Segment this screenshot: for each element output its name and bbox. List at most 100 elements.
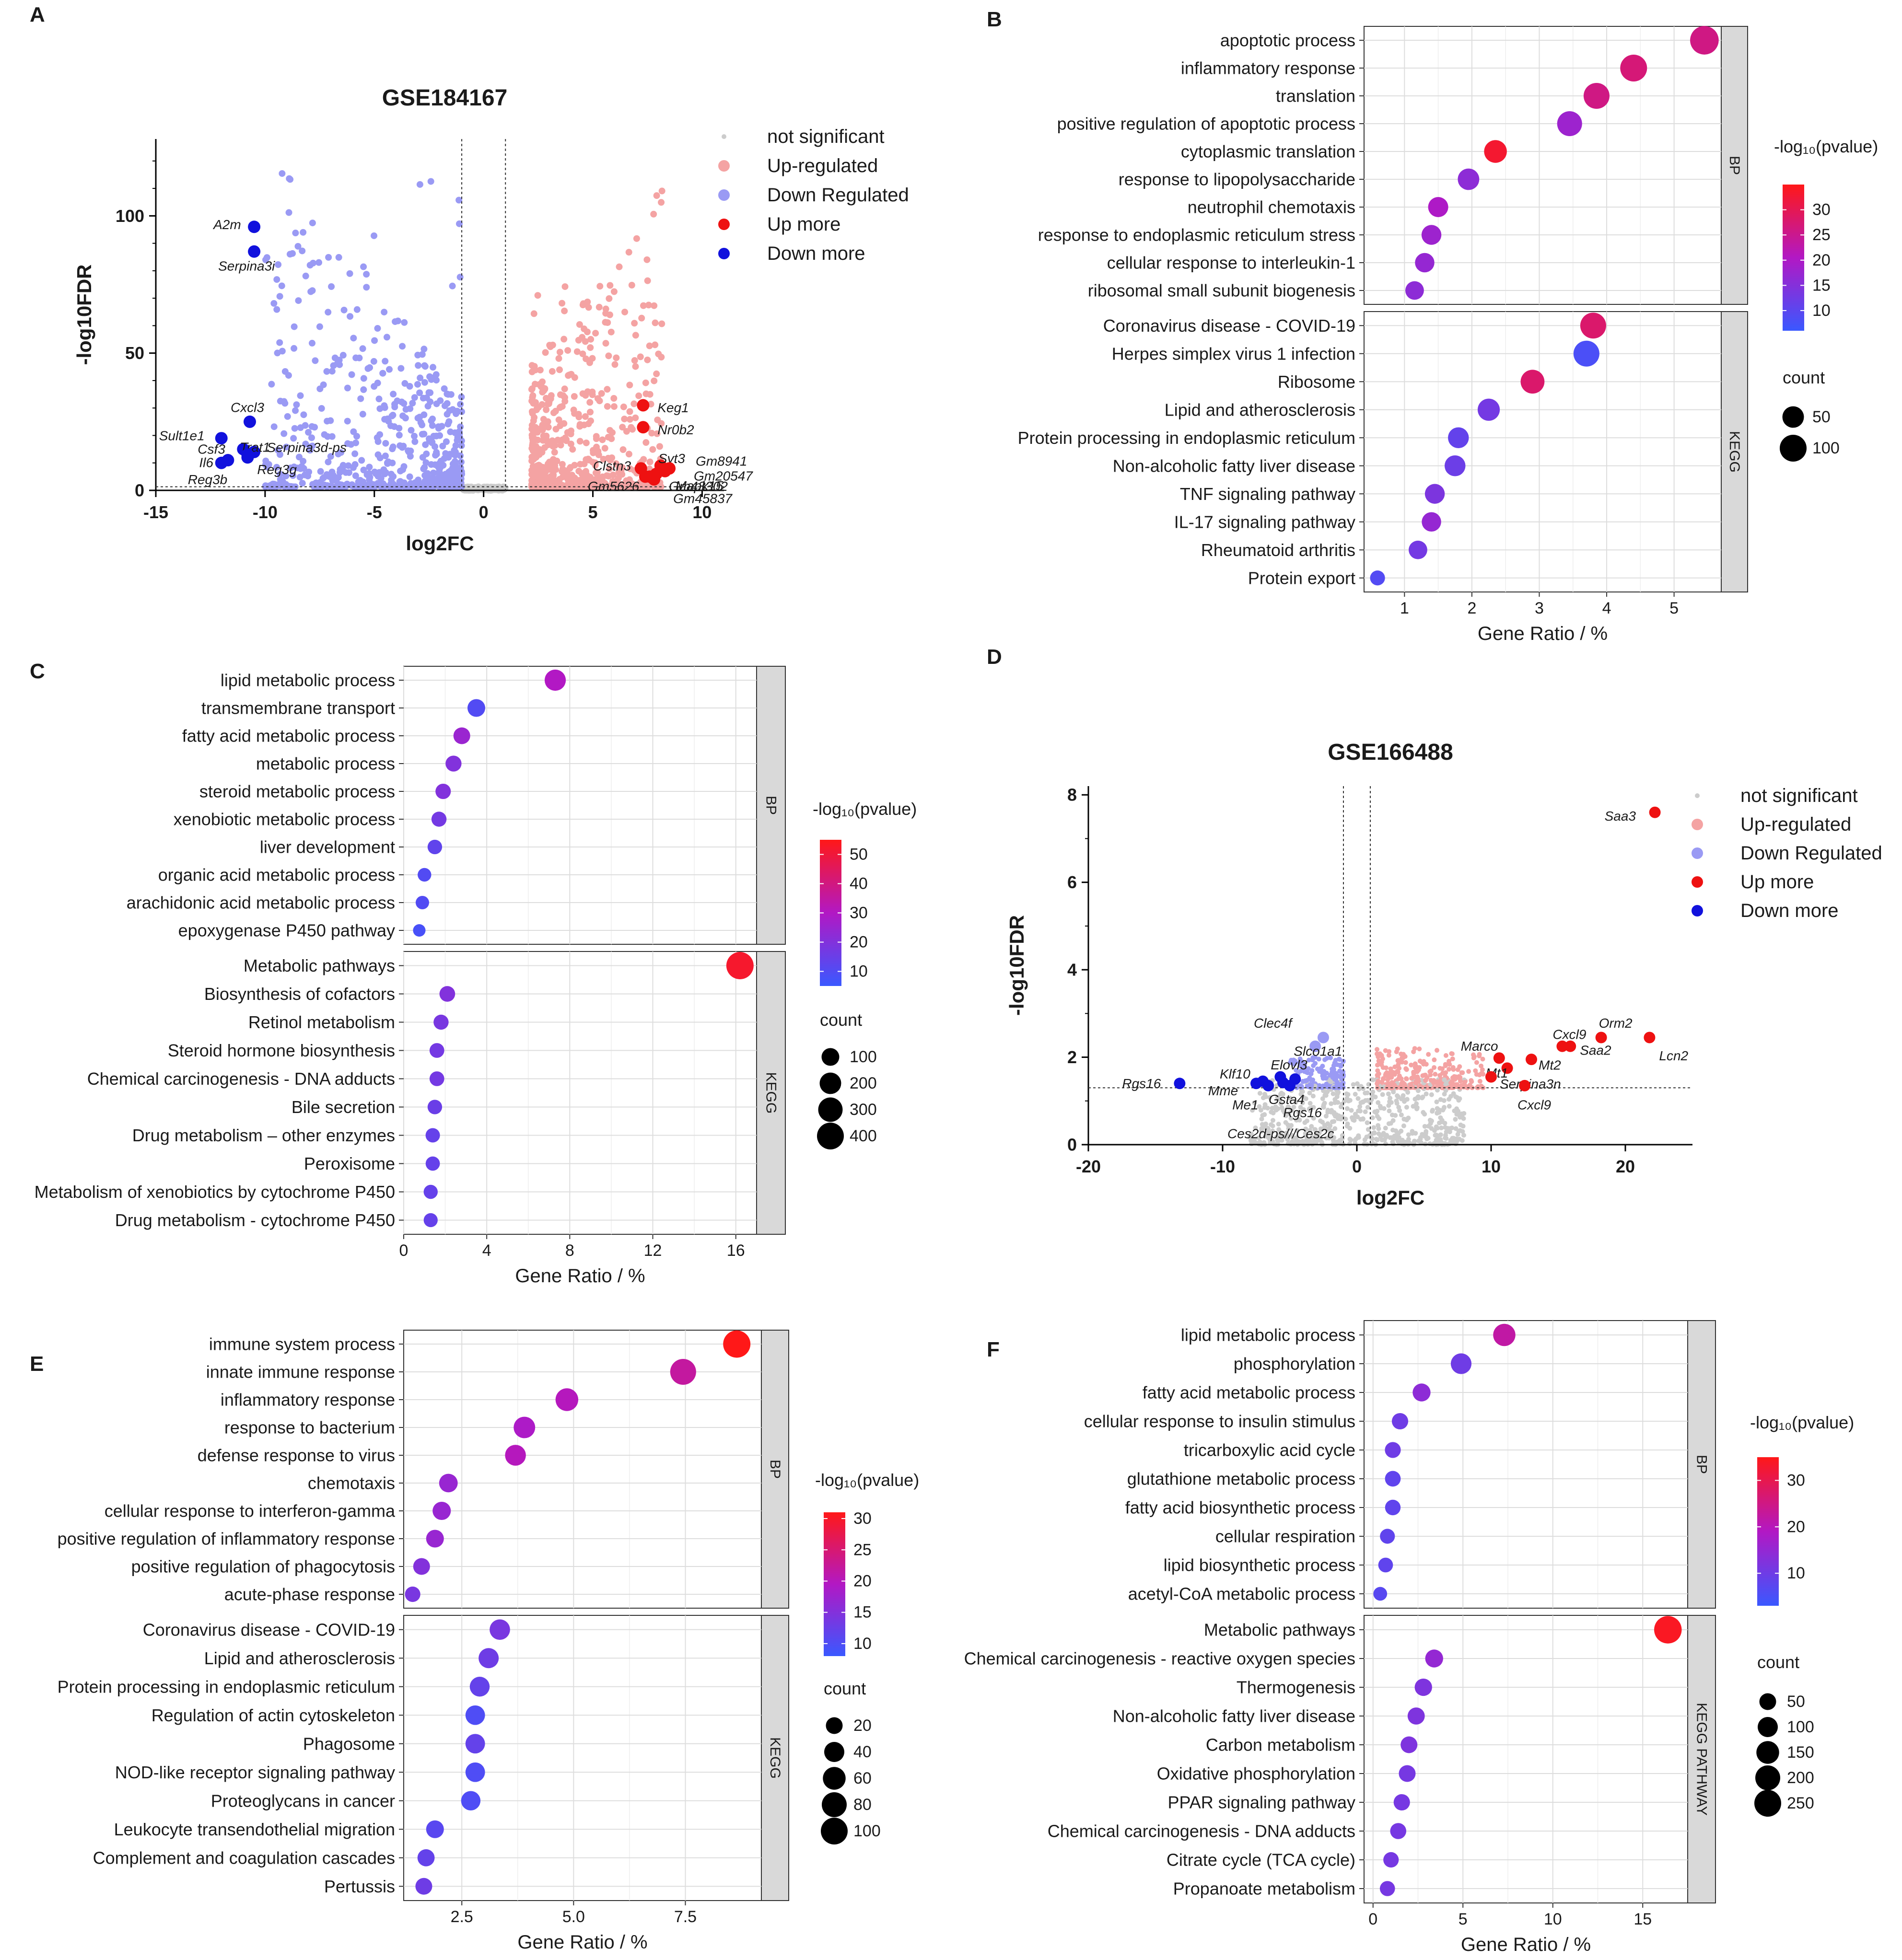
term-label: Non-alcoholic fatty liver disease — [1113, 456, 1355, 476]
data-dot — [461, 1791, 481, 1810]
volcano-point-up — [548, 368, 556, 375]
volcano-point-down — [342, 483, 350, 490]
term-label: Thermogenesis — [1237, 1678, 1355, 1697]
volcano-point-ns — [1288, 1116, 1294, 1121]
term-label: lipid metabolic process — [221, 671, 395, 690]
volcano-point-ns — [1375, 1137, 1380, 1143]
colorbar-title: -log₁₀(pvalue) — [813, 799, 917, 819]
volcano-point-ns — [1270, 1139, 1275, 1144]
volcano-point-ns — [1404, 1104, 1409, 1110]
volcano-point-up — [638, 314, 645, 322]
colorbar-tick-label: 25 — [853, 1541, 872, 1559]
volcano-point-up — [616, 263, 623, 270]
volcano-point-ns — [1344, 1106, 1350, 1111]
volcano-point-ns — [1439, 1119, 1444, 1125]
volcano-point-down — [302, 422, 309, 429]
volcano-point-ns — [1343, 1116, 1348, 1122]
volcano-point-ns — [1387, 1108, 1392, 1113]
volcano-point-down — [433, 432, 440, 440]
volcano-point-ns — [1332, 1126, 1338, 1131]
volcano-point-ns — [1259, 1126, 1264, 1131]
y-tick-label: 2 — [1067, 1047, 1077, 1067]
volcano-point-down — [421, 379, 428, 386]
volcano-point-ns — [1324, 1136, 1329, 1141]
facet-strip-label: KEGG — [767, 1737, 783, 1779]
x-tick-label: -15 — [143, 502, 168, 522]
x-tick-label: 4 — [1602, 599, 1611, 617]
gene-label: Nr0b2 — [657, 422, 694, 437]
volcano-point-up — [1431, 1078, 1436, 1083]
volcano-point-ns — [1358, 1117, 1364, 1122]
term-label: Metabolism of xenobiotics by cytochrome … — [35, 1182, 395, 1202]
volcano-point-up — [1381, 1077, 1386, 1082]
size-legend-label: 200 — [850, 1074, 877, 1092]
panel-letter-c: C — [30, 660, 45, 683]
volcano-point-up — [650, 210, 657, 218]
volcano-point-down — [371, 232, 378, 239]
term-label: Metabolic pathways — [1204, 1620, 1355, 1640]
volcano-point-down — [407, 480, 414, 487]
term-label: Herpes simplex virus 1 infection — [1112, 344, 1355, 363]
volcano-point-down — [1300, 1079, 1306, 1084]
volcano-point-up — [1420, 1085, 1425, 1090]
volcano-point-up — [1423, 1078, 1428, 1083]
volcano-point-up — [1395, 1069, 1400, 1075]
volcano-point-up — [560, 420, 568, 427]
volcano-point-ns — [1435, 1106, 1440, 1111]
x-tick-label: -5 — [367, 502, 382, 522]
term-label: Lipid and atherosclerosis — [204, 1648, 395, 1668]
volcano-point-down — [1328, 1055, 1333, 1060]
term-label: cellular respiration — [1215, 1527, 1355, 1546]
gene-label: Ces2d-ps///Ces2c — [1227, 1126, 1334, 1141]
size-legend-label: 150 — [1787, 1743, 1814, 1762]
legend-dot — [718, 219, 730, 230]
data-dot — [427, 1100, 443, 1114]
volcano-point-up — [559, 468, 566, 475]
volcano-point-down — [308, 339, 315, 347]
volcano-point-up — [596, 283, 604, 290]
volcano-point-down — [388, 412, 396, 419]
data-dot — [465, 1734, 485, 1754]
volcano-point-down — [276, 451, 283, 458]
volcano-point-ns — [1253, 1125, 1258, 1130]
volcano-point-down — [429, 439, 436, 446]
term-label: Coronavirus disease - COVID-19 — [1103, 316, 1355, 336]
volcano-point-ns — [1303, 1131, 1308, 1136]
colorbar-tick-label: 20 — [1787, 1518, 1805, 1536]
term-label: Metabolic pathways — [244, 956, 395, 975]
volcano-point-up — [568, 371, 575, 378]
volcano-point-up — [1437, 1073, 1443, 1078]
volcano-point-up — [585, 304, 592, 311]
gene-label: Marco — [1461, 1039, 1498, 1054]
data-dot — [1390, 1823, 1407, 1839]
volcano-point-up — [623, 428, 630, 435]
volcano-point-up — [532, 452, 539, 460]
facet-strip-label: BP — [767, 1460, 783, 1479]
volcano-point-down — [273, 464, 280, 471]
data-dot — [433, 1014, 449, 1030]
volcano-point-down — [423, 394, 430, 401]
volcano-point-up — [1417, 1046, 1422, 1052]
volcano-point-up — [609, 478, 616, 485]
volcano-point-ns — [1394, 1098, 1399, 1103]
x-axis-title: log2FC — [406, 532, 474, 555]
size-legend-dot — [817, 1123, 844, 1149]
volcano-point-ns — [1344, 1091, 1349, 1097]
data-dot — [426, 1530, 444, 1548]
panel-letter-b: B — [987, 8, 1002, 31]
volcano-point-ns — [1386, 1091, 1391, 1097]
volcano-point-up — [610, 403, 618, 410]
volcano-point-ns — [1330, 1091, 1336, 1096]
volcano-point-up — [561, 385, 568, 393]
term-label: Rheumatoid arthritis — [1201, 540, 1355, 560]
legend-dot — [722, 134, 726, 139]
volcano-point-ns — [1370, 1115, 1375, 1120]
volcano-point-ns — [1277, 1135, 1283, 1140]
volcano-point-ns — [1384, 1133, 1389, 1138]
volcano-point-ns — [1424, 1091, 1429, 1097]
volcano-point-up — [609, 429, 616, 436]
volcano-point-up — [531, 414, 538, 421]
facet-0: BP lipid metabolic process phosphorylation… — [1084, 1320, 1716, 1609]
volcano-point-up — [607, 282, 614, 289]
